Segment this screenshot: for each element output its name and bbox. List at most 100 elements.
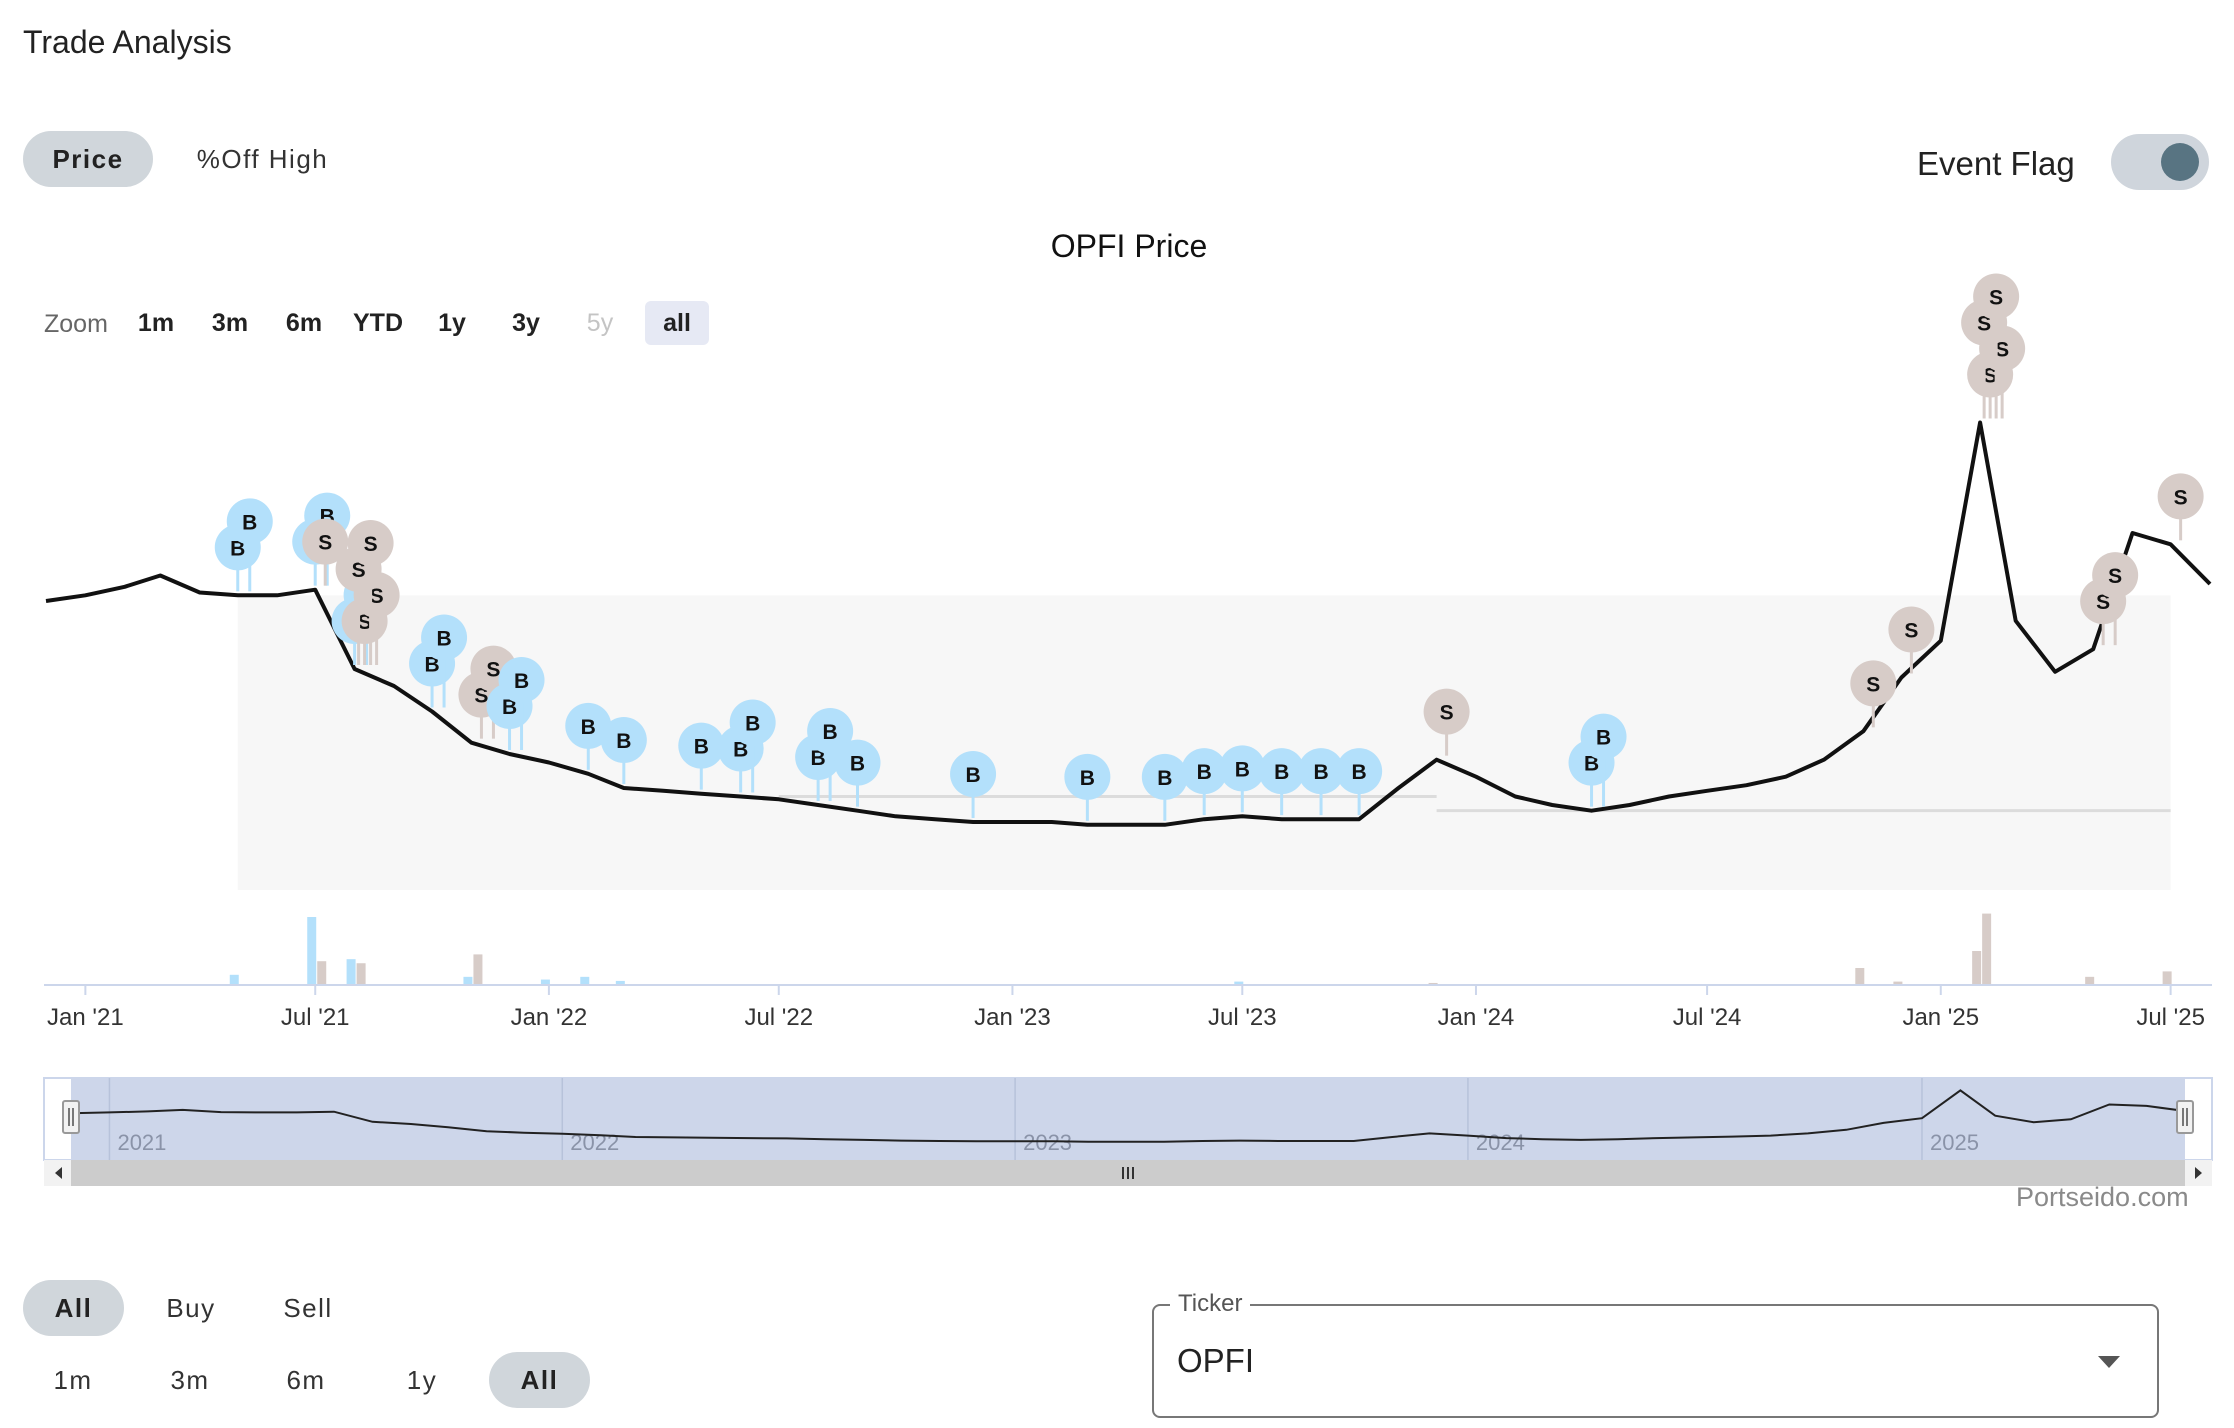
flag-label: S bbox=[318, 532, 332, 555]
period-all-button[interactable]: All bbox=[489, 1352, 590, 1408]
navigator-handle-right[interactable] bbox=[2176, 1100, 2194, 1134]
price-line bbox=[45, 420, 2212, 827]
x-tick-label: Jan '21 bbox=[47, 1004, 124, 1031]
flag-label: S bbox=[2174, 486, 2188, 509]
flag-label: B bbox=[1274, 761, 1289, 784]
buy-flag[interactable]: B bbox=[729, 699, 776, 793]
period-6m-button[interactable]: 6m bbox=[286, 1364, 326, 1395]
buy-flag[interactable]: B bbox=[1064, 753, 1111, 821]
navigator-mask[interactable] bbox=[71, 1078, 2185, 1160]
flag-label: B bbox=[1313, 761, 1328, 784]
zoom-5y-button[interactable]: 5y bbox=[586, 308, 614, 337]
filter-sell-button[interactable]: Sell bbox=[283, 1292, 333, 1323]
filter-buy-button[interactable]: Buy bbox=[166, 1292, 216, 1323]
buy-flag[interactable]: B bbox=[1141, 753, 1188, 821]
volume-bar bbox=[1428, 982, 1438, 985]
buy-flag[interactable]: B bbox=[1580, 713, 1627, 807]
event-flag-toggle[interactable] bbox=[2111, 134, 2209, 190]
buy-flag[interactable]: B bbox=[498, 657, 545, 750]
buy-flag[interactable]: B bbox=[1298, 748, 1345, 816]
period-3m-button[interactable]: 3m bbox=[170, 1364, 210, 1395]
buy-flag[interactable]: B bbox=[950, 751, 997, 818]
volume-bars bbox=[229, 913, 2172, 985]
period-1m-button[interactable]: 1m bbox=[53, 1364, 93, 1395]
sell-flag[interactable]: S bbox=[1423, 688, 1470, 756]
navigator-label: 2021 bbox=[117, 1130, 166, 1155]
buy-flag[interactable]: B bbox=[834, 739, 881, 807]
zoom-6m-button[interactable]: 6m bbox=[285, 308, 323, 337]
navigator-label: 2024 bbox=[1476, 1130, 1525, 1155]
buy-flag[interactable]: B bbox=[1336, 748, 1383, 816]
volume-bar bbox=[615, 980, 625, 985]
buy-flag[interactable]: B bbox=[1219, 745, 1266, 813]
buy-flag[interactable]: B bbox=[226, 498, 273, 592]
sell-flag[interactable]: S bbox=[2092, 552, 2139, 646]
scroll-right-icon[interactable] bbox=[2195, 1167, 2202, 1179]
volume-bar bbox=[317, 961, 327, 985]
ticker-value[interactable]: OPFI bbox=[1177, 1342, 1255, 1379]
x-tick-label: Jul '23 bbox=[1208, 1004, 1277, 1031]
zoom-3y-button[interactable]: 3y bbox=[512, 308, 540, 337]
navigator-handle-left[interactable] bbox=[62, 1100, 80, 1134]
buy-flag[interactable]: B bbox=[1181, 748, 1228, 816]
zoom-ytd-button[interactable]: YTD bbox=[353, 308, 403, 337]
flag-label: S bbox=[1866, 673, 1880, 696]
price-chart[interactable]: Jan '21 Jul '21 Jan '22 Jul '22 Jan '23 Jul '… bbox=[0, 0, 2234, 1230]
sell-flag[interactable]: S bbox=[302, 518, 349, 586]
navigator-grid: 2021 2022 2023 2024 2025 bbox=[108, 1078, 1979, 1160]
volume-bar bbox=[1893, 981, 1903, 985]
zoom-1m-button[interactable]: 1m bbox=[137, 308, 175, 337]
flag-label: B bbox=[616, 730, 631, 753]
sell-flag[interactable]: S bbox=[2157, 473, 2204, 541]
sell-flag[interactable]: S bbox=[1973, 273, 2020, 419]
x-tick-label: Jul '24 bbox=[1673, 1004, 1742, 1031]
buy-flag[interactable]: B bbox=[565, 702, 612, 770]
navigator[interactable]: 2021 2022 2023 2024 2025 bbox=[43, 1077, 2213, 1161]
navigator-label: 2023 bbox=[1023, 1130, 1072, 1155]
navigator-label: 2025 bbox=[1930, 1130, 1979, 1155]
filter-all-button[interactable]: All bbox=[23, 1280, 124, 1336]
trade-range-area bbox=[237, 595, 2171, 890]
zoom-1y-button[interactable]: 1y bbox=[438, 308, 466, 337]
flag-label: B bbox=[1157, 767, 1172, 790]
flag-label: S bbox=[1904, 620, 1918, 643]
event-flag-label: Event Flag bbox=[1917, 145, 2075, 182]
volume-bar bbox=[346, 959, 356, 985]
flag-label: B bbox=[502, 696, 517, 719]
flag-label: S bbox=[370, 585, 384, 608]
flag-label: S bbox=[2096, 591, 2110, 614]
volume-bar bbox=[1972, 951, 1982, 985]
volume-bar bbox=[229, 974, 239, 985]
flag-label: S bbox=[358, 611, 372, 634]
volume-bar bbox=[1234, 981, 1244, 985]
buy-flag[interactable]: B bbox=[421, 614, 468, 708]
x-tick-label: Jan '25 bbox=[1902, 1004, 1979, 1031]
trade-flags[interactable]: BBBBSBBSSSSBBSSBBBBBBBBBBBBBBBBBBSBBSSSS… bbox=[214, 273, 2204, 821]
navigator-line bbox=[70, 1089, 2186, 1143]
ticker-select[interactable] bbox=[1152, 1304, 2159, 1418]
scroll-left-icon[interactable] bbox=[55, 1167, 62, 1179]
flag-label: B bbox=[230, 537, 245, 560]
buy-flag[interactable]: B bbox=[678, 722, 725, 790]
sell-flag[interactable]: S bbox=[1850, 660, 1897, 728]
flag-label: B bbox=[436, 628, 451, 651]
tab-price[interactable]: Price bbox=[23, 131, 153, 187]
flag-label: B bbox=[242, 511, 257, 534]
buy-flag[interactable]: B bbox=[1258, 748, 1305, 816]
scrollbar[interactable] bbox=[44, 1160, 2212, 1186]
flag-label: S bbox=[1989, 287, 2003, 310]
buy-flag[interactable]: B bbox=[600, 717, 647, 784]
sell-flag[interactable]: S bbox=[347, 520, 394, 665]
buy-flag[interactable]: B bbox=[807, 708, 854, 801]
flag-label: S bbox=[1440, 702, 1454, 725]
zoom-3m-button[interactable]: 3m bbox=[211, 308, 249, 337]
x-tick-label: Jul '25 bbox=[2136, 1004, 2205, 1031]
volume-bar bbox=[463, 976, 473, 985]
volume-bar bbox=[580, 976, 590, 985]
chevron-down-icon[interactable] bbox=[2098, 1356, 2120, 1368]
sell-flag[interactable]: S bbox=[1888, 606, 1935, 674]
x-tick-label: Jan '22 bbox=[511, 1004, 588, 1031]
tab-off-high[interactable]: %Off High bbox=[196, 143, 329, 174]
period-1y-button[interactable]: 1y bbox=[406, 1364, 438, 1395]
zoom-all-button[interactable]: all bbox=[645, 301, 709, 345]
